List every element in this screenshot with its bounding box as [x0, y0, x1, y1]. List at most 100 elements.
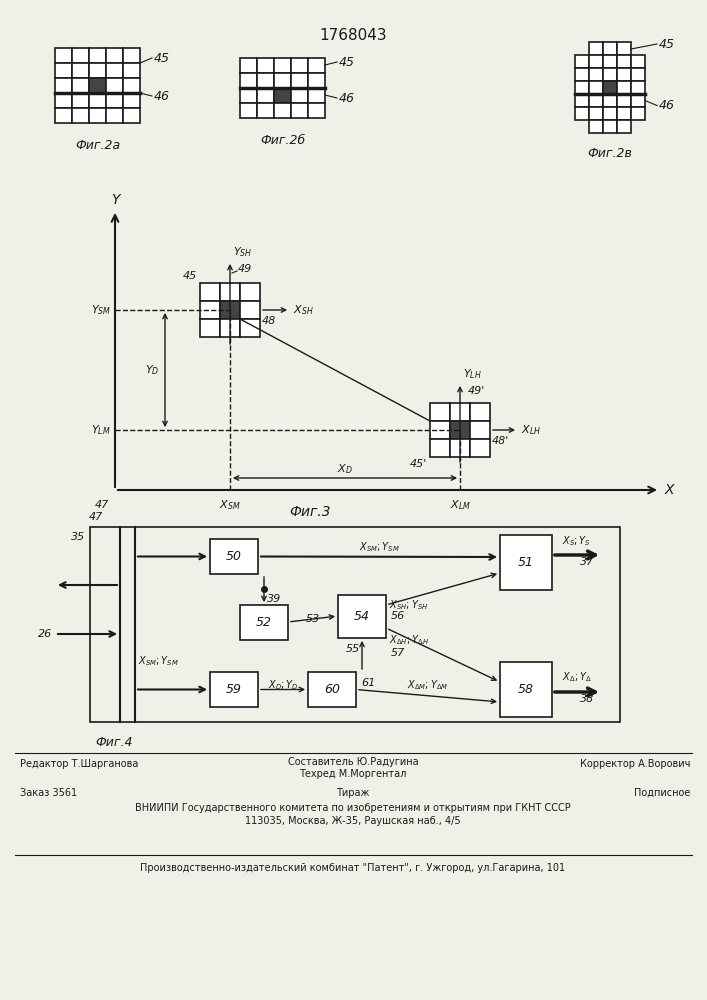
Text: $X_{SM}$: $X_{SM}$ — [219, 498, 241, 512]
Bar — [89, 108, 106, 123]
Bar — [631, 81, 645, 94]
Bar — [200, 283, 220, 301]
Text: $X_{SM}; Y_{SM}$: $X_{SM}; Y_{SM}$ — [138, 654, 179, 668]
Bar — [470, 439, 490, 457]
Text: 45: 45 — [659, 37, 675, 50]
Bar — [123, 48, 140, 63]
Bar — [220, 319, 240, 337]
Bar — [106, 93, 123, 108]
Bar — [617, 94, 631, 107]
Text: 46: 46 — [154, 90, 170, 103]
Bar — [55, 93, 72, 108]
Bar — [617, 42, 631, 55]
Text: 45: 45 — [339, 55, 355, 68]
Bar — [308, 58, 325, 73]
Bar — [291, 103, 308, 118]
Bar — [257, 103, 274, 118]
Text: 46: 46 — [339, 92, 355, 104]
Bar — [274, 88, 291, 103]
Bar — [274, 58, 291, 73]
Bar — [240, 319, 260, 337]
Bar — [631, 107, 645, 120]
Bar — [603, 68, 617, 81]
Bar — [500, 662, 552, 717]
Bar — [603, 81, 617, 94]
Bar — [450, 403, 470, 421]
Text: Фиг.2б: Фиг.2б — [260, 134, 305, 147]
Bar — [617, 120, 631, 133]
Bar — [575, 81, 589, 94]
Text: Техред М.Моргентал: Техред М.Моргентал — [299, 769, 407, 779]
Bar — [123, 108, 140, 123]
Text: Редактор Т.Шарганова: Редактор Т.Шарганова — [20, 759, 139, 769]
Text: Тираж: Тираж — [337, 788, 370, 798]
Text: 39: 39 — [267, 594, 281, 604]
Text: $X_{\Delta H}; Y_{\Delta H}$: $X_{\Delta H}; Y_{\Delta H}$ — [389, 633, 429, 647]
Bar — [220, 301, 240, 319]
Text: 55: 55 — [346, 644, 360, 654]
Bar — [430, 421, 450, 439]
Text: $X_{SH}; Y_{SH}$: $X_{SH}; Y_{SH}$ — [389, 598, 428, 612]
Bar — [123, 78, 140, 93]
Text: 53: 53 — [306, 614, 320, 624]
Text: Y: Y — [111, 193, 119, 207]
Text: 59: 59 — [226, 683, 242, 696]
Text: X: X — [665, 483, 674, 497]
Bar — [210, 672, 258, 707]
Bar — [603, 107, 617, 120]
Text: Подписное: Подписное — [633, 788, 690, 798]
Text: ВНИИПИ Государственного комитета по изобретениям и открытиям при ГКНТ СССР: ВНИИПИ Государственного комитета по изоб… — [135, 803, 571, 813]
Bar — [72, 78, 89, 93]
Text: 52: 52 — [256, 616, 272, 629]
Text: Составитель Ю.Радугина: Составитель Ю.Радугина — [288, 757, 419, 767]
Text: $Y_{SH}$: $Y_{SH}$ — [233, 245, 252, 259]
Text: $X_{SM}; Y_{SM}$: $X_{SM}; Y_{SM}$ — [358, 540, 399, 554]
Text: $Y_{LM}$: $Y_{LM}$ — [91, 423, 111, 437]
Bar — [450, 421, 470, 439]
Bar — [308, 73, 325, 88]
Bar — [72, 93, 89, 108]
Text: 45: 45 — [182, 271, 197, 281]
Text: $Y_{LH}$: $Y_{LH}$ — [463, 367, 481, 381]
Text: 61: 61 — [361, 678, 375, 688]
Bar — [589, 42, 603, 55]
Bar — [575, 94, 589, 107]
Text: 48': 48' — [492, 436, 509, 446]
Bar — [274, 73, 291, 88]
Bar — [291, 88, 308, 103]
Text: $X_{\Delta M}; Y_{\Delta M}$: $X_{\Delta M}; Y_{\Delta M}$ — [407, 678, 449, 692]
Bar — [240, 103, 257, 118]
Bar — [55, 48, 72, 63]
Bar — [89, 93, 106, 108]
Bar — [240, 301, 260, 319]
Bar — [240, 88, 257, 103]
Bar — [603, 55, 617, 68]
Bar — [106, 63, 123, 78]
Bar — [123, 63, 140, 78]
Text: $X_S; Y_S$: $X_S; Y_S$ — [562, 534, 591, 548]
Bar — [589, 55, 603, 68]
Bar — [291, 58, 308, 73]
Text: 49: 49 — [238, 264, 252, 274]
Bar — [450, 439, 470, 457]
Bar — [617, 55, 631, 68]
Text: Корректор А.Ворович: Корректор А.Ворович — [580, 759, 690, 769]
Bar — [603, 42, 617, 55]
Text: $X_{LM}$: $X_{LM}$ — [450, 498, 470, 512]
Bar — [603, 94, 617, 107]
Text: 51: 51 — [518, 556, 534, 569]
Bar — [500, 535, 552, 590]
Bar — [200, 301, 220, 319]
Text: $X_D; Y_D$: $X_D; Y_D$ — [268, 678, 298, 692]
Bar — [575, 107, 589, 120]
Bar — [308, 672, 356, 707]
Text: 1768043: 1768043 — [319, 28, 387, 43]
Text: 46: 46 — [659, 99, 675, 112]
Bar — [257, 88, 274, 103]
Text: $X_D$: $X_D$ — [337, 462, 353, 476]
Bar — [89, 78, 106, 93]
Text: 37: 37 — [580, 557, 595, 567]
Bar — [72, 108, 89, 123]
Text: $X_{SH}$: $X_{SH}$ — [293, 303, 314, 317]
Bar — [603, 120, 617, 133]
